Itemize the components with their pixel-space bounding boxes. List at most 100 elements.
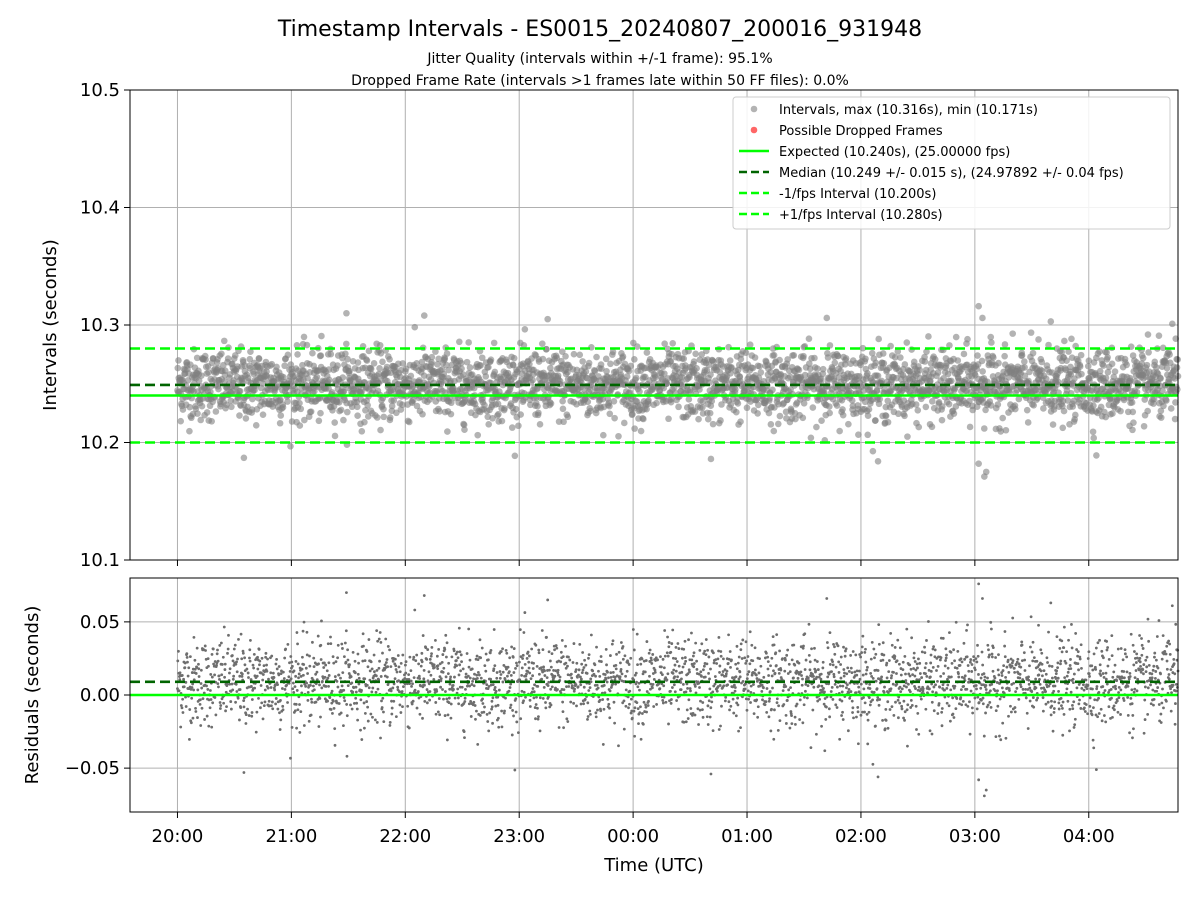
interval-point [529,376,536,384]
interval-point [458,365,465,373]
residual-point [349,703,352,707]
intervals-y-ticks: 10.110.210.310.410.5 [80,80,130,571]
residual-point [587,653,591,657]
interval-point [231,352,239,359]
residual-point [179,704,183,707]
residual-point [727,633,730,637]
interval-point [534,402,541,410]
residual-point [749,690,753,694]
residual-point [412,655,416,659]
interval-point [445,366,452,374]
residual-point [519,717,523,721]
residual-point [688,670,691,674]
residual-point [545,635,548,639]
interval-point [363,357,371,364]
residual-point [231,677,235,681]
residual-point [458,663,462,667]
interval-point [240,454,248,462]
interval-point [194,410,201,417]
residual-point [266,657,269,661]
residual-point [380,706,384,709]
interval-point [435,355,442,363]
residual-point [190,696,194,700]
intervals-points [174,302,1182,480]
interval-point [331,419,338,426]
residual-point [344,629,348,633]
interval-point [807,434,815,442]
residual-point [706,648,709,652]
residual-point [593,663,597,667]
residual-point [537,715,540,719]
residual-point [735,644,739,648]
interval-point [280,373,287,381]
residual-point [444,675,448,679]
residual-point [674,657,678,661]
residual-point [607,702,611,706]
interval-point [593,353,600,361]
interval-point [826,409,833,417]
residual-point [665,678,669,682]
residual-point [731,697,735,701]
residual-point [324,685,328,688]
residual-point [381,651,384,655]
residual-point [487,729,491,733]
interval-point [246,355,254,363]
residual-point [394,668,398,671]
residual-point [191,716,195,720]
residual-point [294,659,298,663]
residual-point [295,631,299,634]
residual-point [445,697,449,701]
residual-point [633,706,637,710]
residual-point [216,659,220,663]
residual-point [621,657,625,661]
interval-point [901,361,909,368]
interval-point [903,339,911,346]
residual-point [483,664,487,668]
interval-point [512,405,520,413]
residual-point [181,711,185,714]
residual-point [398,690,401,694]
interval-point [775,420,782,428]
residual-point [395,670,399,674]
residual-point [553,674,557,678]
interval-point [327,350,335,358]
residual-point [542,685,546,689]
residual-point [496,703,500,707]
interval-point [224,355,232,362]
interval-point [915,423,923,431]
residual-point [267,699,271,703]
residual-point [736,703,740,707]
interval-point [960,350,968,358]
residual-point [195,646,199,650]
interval-point [386,414,394,421]
interval-point [809,404,817,411]
residual-point [333,743,337,747]
residual-point [445,655,448,659]
residual-point [391,686,395,690]
residual-point [549,687,553,691]
residual-point [445,738,449,742]
residual-point [249,685,253,688]
residual-point [583,697,587,701]
residual-point [677,707,680,711]
interval-point [353,403,361,411]
residual-point [739,726,742,730]
residual-point [287,675,291,679]
interval-point [1090,434,1098,442]
interval-point [1009,330,1016,337]
interval-point [198,402,206,410]
residual-point [437,697,441,700]
residual-point [226,647,230,651]
residual-point [436,710,440,714]
residual-point [534,643,538,647]
residual-point [319,715,322,719]
residual-point [223,668,227,671]
residual-point [265,663,268,667]
residual-point [370,690,374,694]
residual-point [265,669,269,673]
residual-point [377,666,381,670]
residual-point [686,717,690,720]
residual-point [388,721,392,724]
residual-point [227,633,230,637]
residual-point [728,650,732,653]
